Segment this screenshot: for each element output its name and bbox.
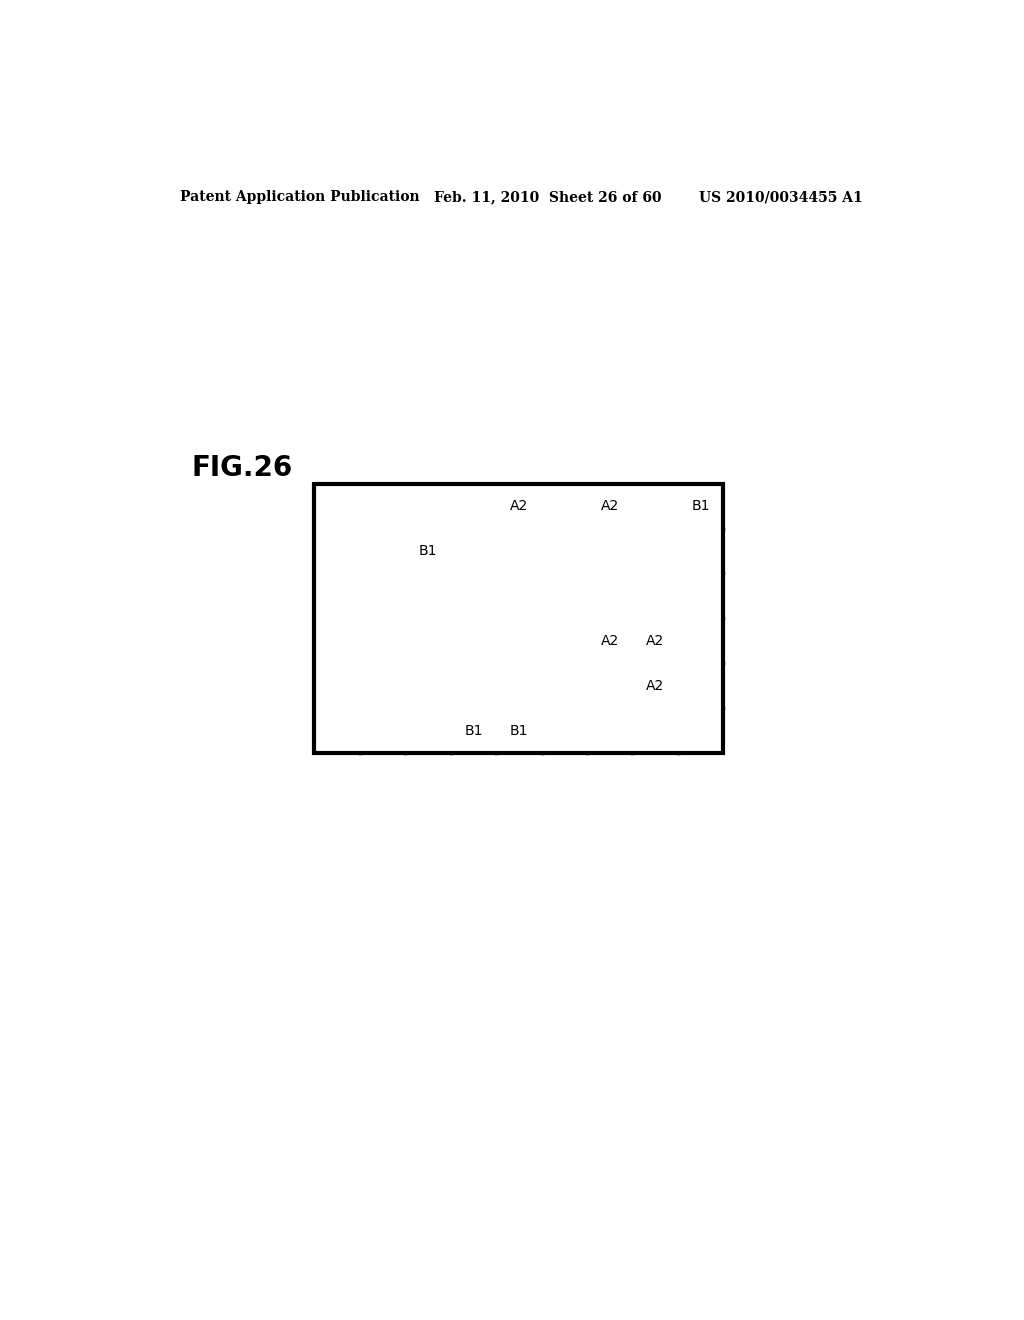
Text: A2: A2	[510, 499, 528, 513]
Text: B1: B1	[691, 499, 710, 513]
Text: US 2010/0034455 A1: US 2010/0034455 A1	[699, 190, 863, 205]
Bar	[314, 483, 723, 752]
Text: B1: B1	[510, 723, 528, 738]
Text: A2: A2	[600, 499, 618, 513]
Text: FIG.26: FIG.26	[191, 454, 293, 482]
Text: A2: A2	[600, 634, 618, 648]
Text: B1: B1	[419, 544, 437, 558]
Text: Feb. 11, 2010  Sheet 26 of 60: Feb. 11, 2010 Sheet 26 of 60	[433, 190, 662, 205]
Text: A2: A2	[646, 634, 665, 648]
Text: Patent Application Publication: Patent Application Publication	[179, 190, 419, 205]
Text: A2: A2	[646, 678, 665, 693]
Text: B1: B1	[464, 723, 482, 738]
